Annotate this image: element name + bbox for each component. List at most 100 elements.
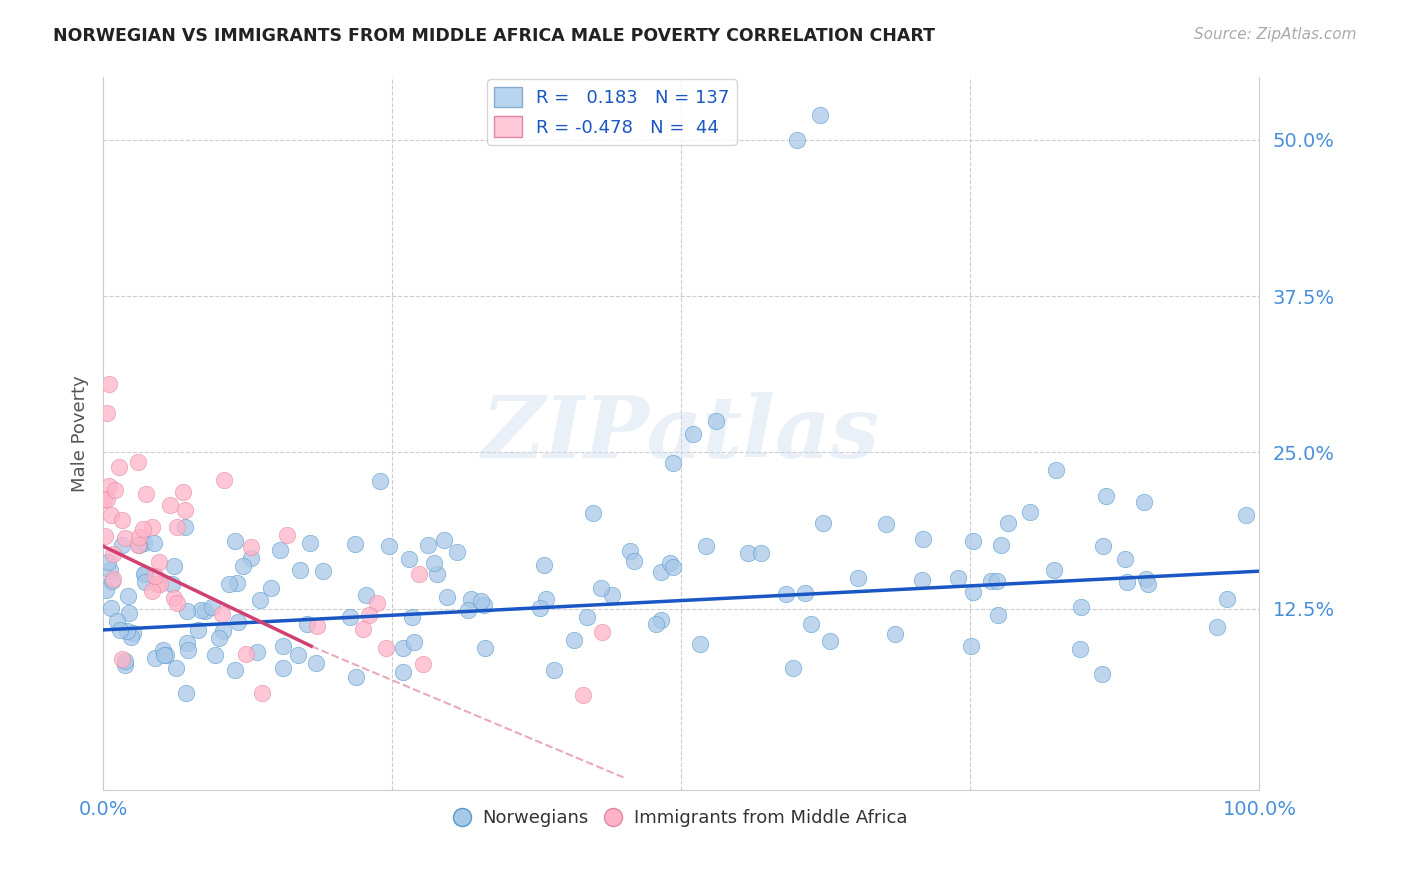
Point — [619, 544, 641, 558]
Point — [1116, 574, 1139, 589]
Point — [800, 616, 823, 631]
Point — [357, 608, 380, 623]
Point — [290, 563, 312, 577]
Point — [875, 517, 897, 532]
Point — [100, 508, 122, 522]
Point — [990, 537, 1012, 551]
Point — [529, 600, 551, 615]
Point — [623, 554, 645, 568]
Point — [298, 535, 321, 549]
Point — [695, 539, 717, 553]
Point — [1216, 592, 1239, 607]
Point — [208, 632, 231, 646]
Point — [134, 574, 156, 589]
Point — [110, 513, 132, 527]
Point — [775, 587, 797, 601]
Point — [946, 570, 969, 584]
Point — [98, 563, 121, 577]
Point — [108, 624, 131, 638]
Point — [344, 670, 367, 684]
Point — [368, 474, 391, 488]
Point — [987, 608, 1010, 623]
Point — [96, 406, 118, 420]
Point — [271, 640, 294, 654]
Point — [165, 661, 187, 675]
Point — [423, 556, 446, 570]
Point — [366, 596, 388, 610]
Point — [1091, 539, 1114, 553]
Point — [176, 636, 198, 650]
Point — [457, 603, 479, 617]
Point — [100, 601, 122, 615]
Point — [980, 574, 1002, 588]
Point — [94, 529, 117, 543]
Point — [224, 663, 246, 677]
Point — [375, 640, 398, 655]
Point — [786, 133, 808, 147]
Point — [591, 582, 613, 596]
Point — [572, 688, 595, 702]
Point — [121, 626, 143, 640]
Point — [117, 606, 139, 620]
Point — [391, 665, 413, 680]
Point — [470, 593, 492, 607]
Point — [163, 558, 186, 573]
Point — [912, 532, 935, 546]
Point — [962, 534, 984, 549]
Point — [1114, 551, 1136, 566]
Point — [575, 610, 598, 624]
Point — [305, 618, 328, 632]
Text: Source: ZipAtlas.com: Source: ZipAtlas.com — [1194, 27, 1357, 42]
Point — [1018, 504, 1040, 518]
Point — [134, 567, 156, 582]
Point — [911, 573, 934, 587]
Point — [398, 551, 420, 566]
Point — [704, 414, 727, 428]
Point — [94, 582, 117, 597]
Point — [128, 538, 150, 552]
Point — [190, 603, 212, 617]
Point — [543, 663, 565, 677]
Point — [127, 454, 149, 468]
Point — [211, 607, 233, 621]
Point — [794, 586, 817, 600]
Point — [98, 479, 121, 493]
Point — [240, 550, 263, 565]
Point — [600, 588, 623, 602]
Point — [105, 614, 128, 628]
Point — [159, 498, 181, 512]
Point — [246, 645, 269, 659]
Point — [412, 657, 434, 671]
Y-axis label: Male Poverty: Male Poverty — [72, 376, 89, 492]
Point — [884, 627, 907, 641]
Point — [224, 533, 246, 548]
Point — [418, 538, 440, 552]
Point — [240, 540, 263, 554]
Point — [176, 603, 198, 617]
Point — [662, 457, 685, 471]
Point — [148, 555, 170, 569]
Point — [392, 640, 415, 655]
Point — [163, 591, 186, 605]
Point — [591, 625, 613, 640]
Point — [187, 623, 209, 637]
Point — [153, 648, 176, 662]
Point — [378, 539, 401, 553]
Point — [174, 686, 197, 700]
Point — [658, 556, 681, 570]
Point — [1069, 642, 1091, 657]
Text: ZIPatlas: ZIPatlas — [482, 392, 880, 475]
Point — [460, 591, 482, 606]
Point — [135, 487, 157, 501]
Point — [287, 648, 309, 662]
Point — [128, 530, 150, 544]
Point — [962, 584, 984, 599]
Point — [401, 609, 423, 624]
Text: NORWEGIAN VS IMMIGRANTS FROM MIDDLE AFRICA MALE POVERTY CORRELATION CHART: NORWEGIAN VS IMMIGRANTS FROM MIDDLE AFRI… — [53, 27, 935, 45]
Point — [212, 624, 235, 639]
Point — [818, 633, 841, 648]
Point — [269, 543, 291, 558]
Point — [226, 615, 249, 630]
Point — [114, 655, 136, 669]
Point — [93, 493, 115, 508]
